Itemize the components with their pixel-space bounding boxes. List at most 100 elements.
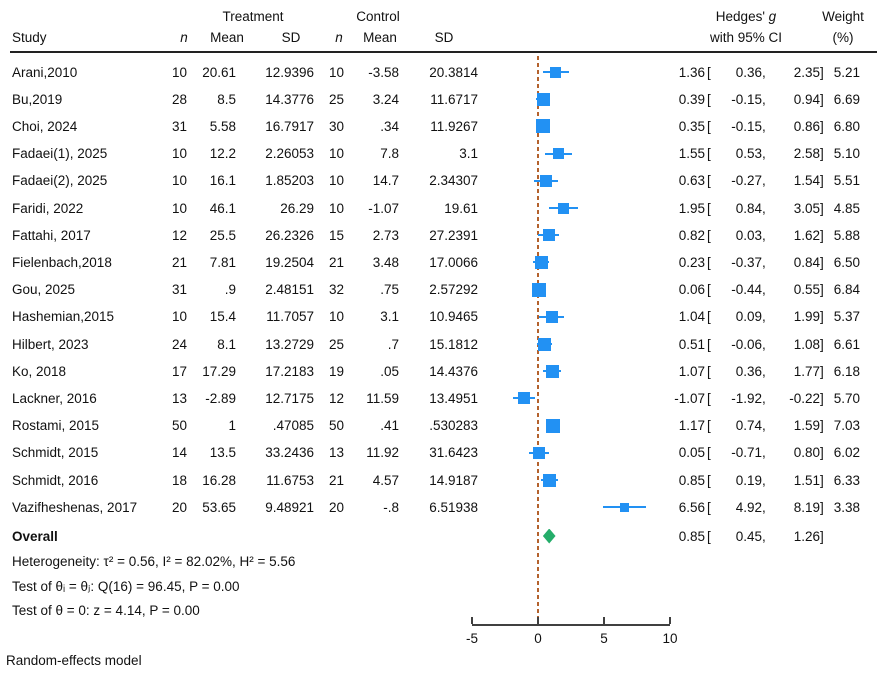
ci-lower: -0.15 bbox=[731, 118, 762, 134]
bracket-close: ] bbox=[820, 254, 824, 270]
bracket-open: [ bbox=[707, 445, 711, 461]
effect-estimate: 0.05 bbox=[678, 445, 705, 461]
treatment-n: 12 bbox=[171, 227, 187, 243]
treatment-sd: 1.85203 bbox=[265, 173, 314, 189]
treatment-sd: 12.7175 bbox=[265, 390, 314, 406]
treatment-sd: 9.48921 bbox=[265, 499, 314, 515]
comma-separator: , bbox=[762, 146, 766, 162]
x-axis-tick bbox=[537, 617, 539, 624]
effect-square bbox=[538, 337, 552, 351]
treatment-n: 14 bbox=[171, 445, 187, 461]
ci-lower: 0.74 bbox=[735, 418, 762, 434]
treatment-mean: 1 bbox=[228, 418, 236, 434]
study-label: Fielenbach,2018 bbox=[12, 254, 112, 270]
weight-value: 6.69 bbox=[833, 91, 860, 107]
treatment-n: 10 bbox=[171, 200, 187, 216]
comma-separator: , bbox=[762, 64, 766, 80]
effect-estimate: 0.06 bbox=[678, 282, 705, 298]
treatment-sd: 26.2326 bbox=[265, 227, 314, 243]
control-sd: 31.6423 bbox=[429, 445, 478, 461]
comma-separator: , bbox=[762, 472, 766, 488]
weight-value: 7.03 bbox=[833, 418, 860, 434]
weight-value: 6.50 bbox=[833, 254, 860, 270]
ci-lower: 4.92 bbox=[735, 499, 762, 515]
treatment-mean: -2.89 bbox=[205, 390, 236, 406]
effect-square bbox=[532, 446, 545, 459]
treatment-sd: 26.29 bbox=[280, 200, 314, 216]
ci-lower: -0.15 bbox=[731, 91, 762, 107]
x-axis-tick bbox=[669, 617, 671, 624]
bracket-close: ] bbox=[820, 173, 824, 189]
bracket-close: ] bbox=[820, 336, 824, 352]
control-sd: 10.9465 bbox=[429, 309, 478, 325]
control-n: 15 bbox=[328, 227, 344, 243]
bracket-open: [ bbox=[707, 200, 711, 216]
table-row: Hilbert, 2023 24 8.1 13.2729 25 .7 15.18… bbox=[0, 331, 880, 358]
x-axis-tick bbox=[603, 617, 605, 624]
bracket-close: ] bbox=[820, 282, 824, 298]
weight-header: Weight bbox=[822, 9, 864, 24]
control-n: 10 bbox=[328, 173, 344, 189]
control-sd: 17.0066 bbox=[429, 254, 478, 270]
treatment-n: 20 bbox=[171, 499, 187, 515]
model-note: Random-effects model bbox=[6, 653, 142, 668]
control-sd-header: SD bbox=[434, 30, 454, 45]
treatment-n: 24 bbox=[171, 336, 187, 352]
treatment-sd: .47085 bbox=[272, 418, 314, 434]
control-n: 20 bbox=[328, 499, 344, 515]
effect-estimate: 0.85 bbox=[678, 472, 705, 488]
study-label: Fadaei(2), 2025 bbox=[12, 173, 108, 189]
control-n: 50 bbox=[328, 418, 344, 434]
effect-square bbox=[531, 282, 546, 297]
treatment-mean: 53.65 bbox=[202, 499, 236, 515]
test-between-stats: Test of θᵢ = θⱼ: Q(16) = 96.45, P = 0.00 bbox=[12, 579, 240, 594]
study-label: Faridi, 2022 bbox=[12, 200, 84, 216]
treatment-mean: 5.58 bbox=[209, 118, 236, 134]
ci-upper: 2.58 bbox=[793, 146, 820, 162]
treatment-n: 50 bbox=[171, 418, 187, 434]
control-mean: .34 bbox=[380, 118, 399, 134]
ci-lower: -0.71 bbox=[731, 445, 762, 461]
comma-separator: , bbox=[762, 254, 766, 270]
table-row: Gou, 2025 31 .9 2.48151 32 .75 2.57292 0… bbox=[0, 276, 880, 303]
bracket-close: ] bbox=[820, 390, 824, 406]
ci-lower: -0.37 bbox=[731, 254, 762, 270]
bracket-close: ] bbox=[820, 118, 824, 134]
treatment-mean: 17.29 bbox=[202, 363, 236, 379]
control-sd: 11.6717 bbox=[430, 91, 478, 107]
overall-ci-upper: 1.26 bbox=[793, 528, 820, 544]
weight-value: 5.70 bbox=[833, 390, 860, 406]
effect-square bbox=[517, 392, 530, 405]
weight-value: 6.80 bbox=[833, 118, 860, 134]
study-label: Rostami, 2015 bbox=[12, 418, 100, 434]
bracket-open: [ bbox=[707, 499, 711, 515]
ci-upper: 1.77 bbox=[793, 363, 820, 379]
control-mean: .05 bbox=[380, 363, 399, 379]
control-sd: .530283 bbox=[429, 418, 478, 434]
overall-ci-lower: 0.45 bbox=[735, 528, 762, 544]
overall-estimate: 0.85 bbox=[678, 528, 705, 544]
x-axis-tick-label: 10 bbox=[662, 631, 678, 646]
weight-value: 6.02 bbox=[833, 445, 860, 461]
table-row: Arani,2010 10 20.61 12.9396 10 -3.58 20.… bbox=[0, 59, 880, 86]
weight-value: 5.37 bbox=[833, 309, 860, 325]
treatment-mean: 12.2 bbox=[209, 146, 236, 162]
treatment-mean: 15.4 bbox=[209, 309, 236, 325]
ci-upper: 0.86 bbox=[793, 118, 820, 134]
table-row: Hashemian,2015 10 15.4 11.7057 10 3.1 10… bbox=[0, 303, 880, 330]
bracket-open: [ bbox=[707, 336, 711, 352]
control-mean: -1.07 bbox=[368, 200, 399, 216]
ci-upper: 2.35 bbox=[793, 64, 820, 80]
bracket-close: ] bbox=[820, 418, 824, 434]
bracket-open: [ bbox=[707, 363, 711, 379]
bracket-open: [ bbox=[707, 418, 711, 434]
control-n: 25 bbox=[328, 91, 344, 107]
x-axis-tick-label: 5 bbox=[600, 631, 608, 646]
weight-unit-header: (%) bbox=[832, 30, 854, 45]
control-mean: .7 bbox=[387, 336, 399, 352]
treatment-n: 21 bbox=[171, 254, 187, 270]
bracket-close: ] bbox=[820, 227, 824, 243]
treatment-n: 10 bbox=[171, 173, 187, 189]
control-mean: 3.48 bbox=[372, 254, 399, 270]
treatment-sd: 12.9396 bbox=[265, 64, 314, 80]
